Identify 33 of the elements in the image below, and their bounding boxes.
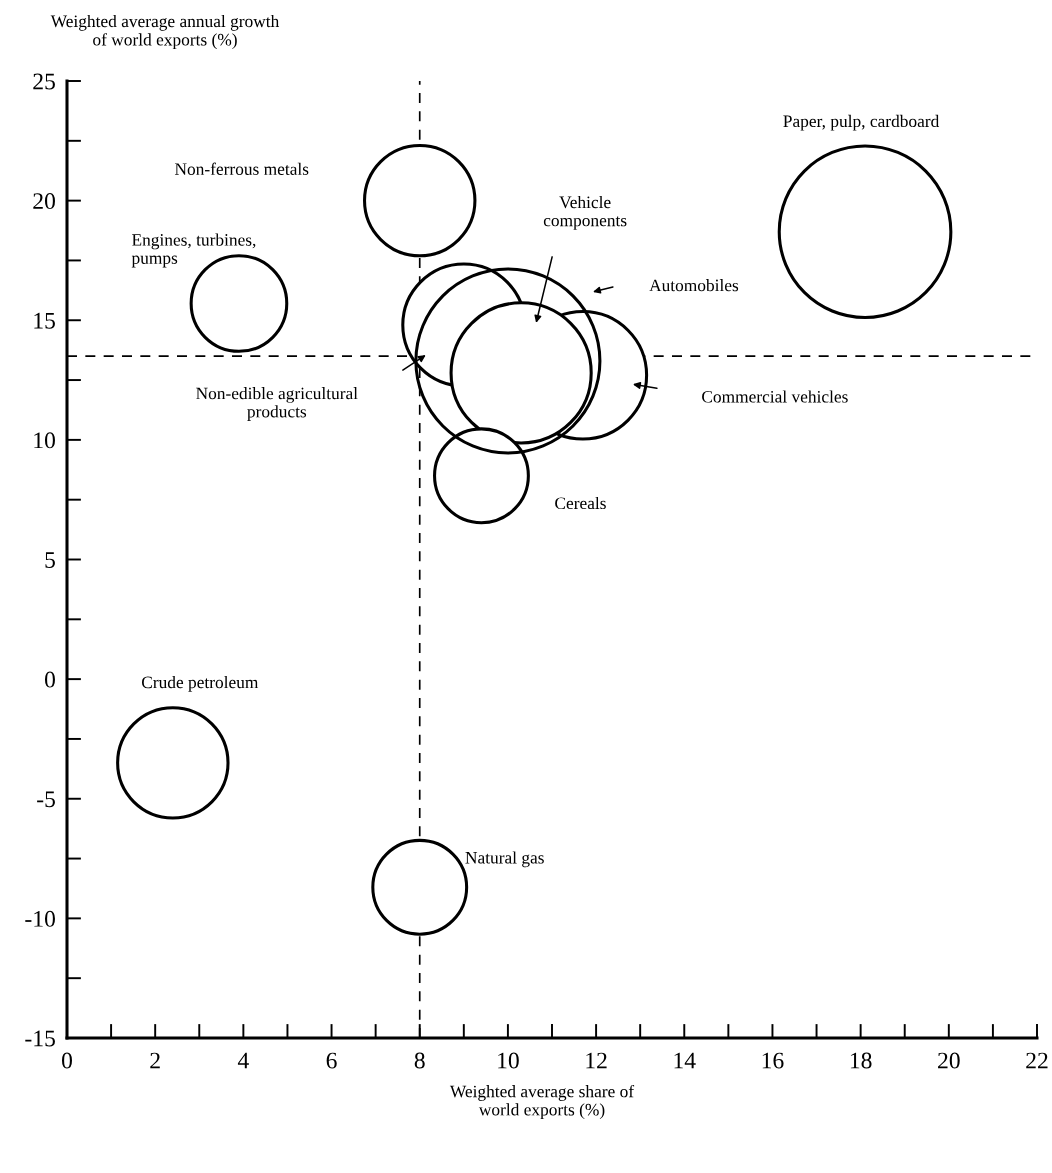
x-tick-label: 14: [674, 1052, 696, 1069]
x-tick-label: 0: [62, 1052, 72, 1069]
annotation: Cereals: [555, 496, 606, 510]
y-tick-label: -5: [37, 791, 55, 808]
annotation: Vehicle components: [543, 195, 627, 230]
y-tick-label: 25: [33, 73, 55, 90]
x-tick-label: 12: [586, 1052, 607, 1069]
x-tick-label: 8: [414, 1052, 425, 1069]
annotation: Paper, pulp, cardboard: [783, 114, 940, 131]
y-tick-label: 10: [34, 432, 55, 449]
annotation: Crude petroleum: [141, 675, 259, 692]
y-tick-label: 5: [45, 552, 55, 568]
annotation: Non-edible agricultural products: [196, 387, 358, 422]
x-tick-label: 18: [850, 1052, 872, 1069]
annotation: Engines, turbines, pumps: [131, 233, 256, 268]
y-tick-label: 15: [34, 312, 55, 329]
x-tick-label: 2: [150, 1052, 160, 1069]
x-axis-title: Weighted average share of world exports (%): [449, 1084, 635, 1120]
y-tick-label: 0: [44, 671, 55, 688]
x-tick-label: 16: [762, 1052, 784, 1069]
x-tick-label: 20: [938, 1052, 960, 1069]
annotation: Automobiles: [649, 279, 739, 292]
x-tick-label: 10: [498, 1052, 519, 1069]
y-tick-label: 20: [33, 193, 55, 210]
annotation: Natural gas: [465, 851, 544, 868]
x-tick-label: 22: [1026, 1052, 1048, 1069]
y-tick-label: -10: [25, 910, 55, 927]
x-tick-label: 6: [326, 1052, 337, 1069]
annotation: Non-ferrous metals: [174, 162, 309, 175]
annotation: Commercial vehicles: [702, 390, 848, 403]
x-tick-label: 4: [237, 1052, 249, 1069]
y-tick-label: -15: [25, 1030, 55, 1047]
y-axis-title: Weighted average annual growth of world exports (%): [50, 14, 280, 50]
